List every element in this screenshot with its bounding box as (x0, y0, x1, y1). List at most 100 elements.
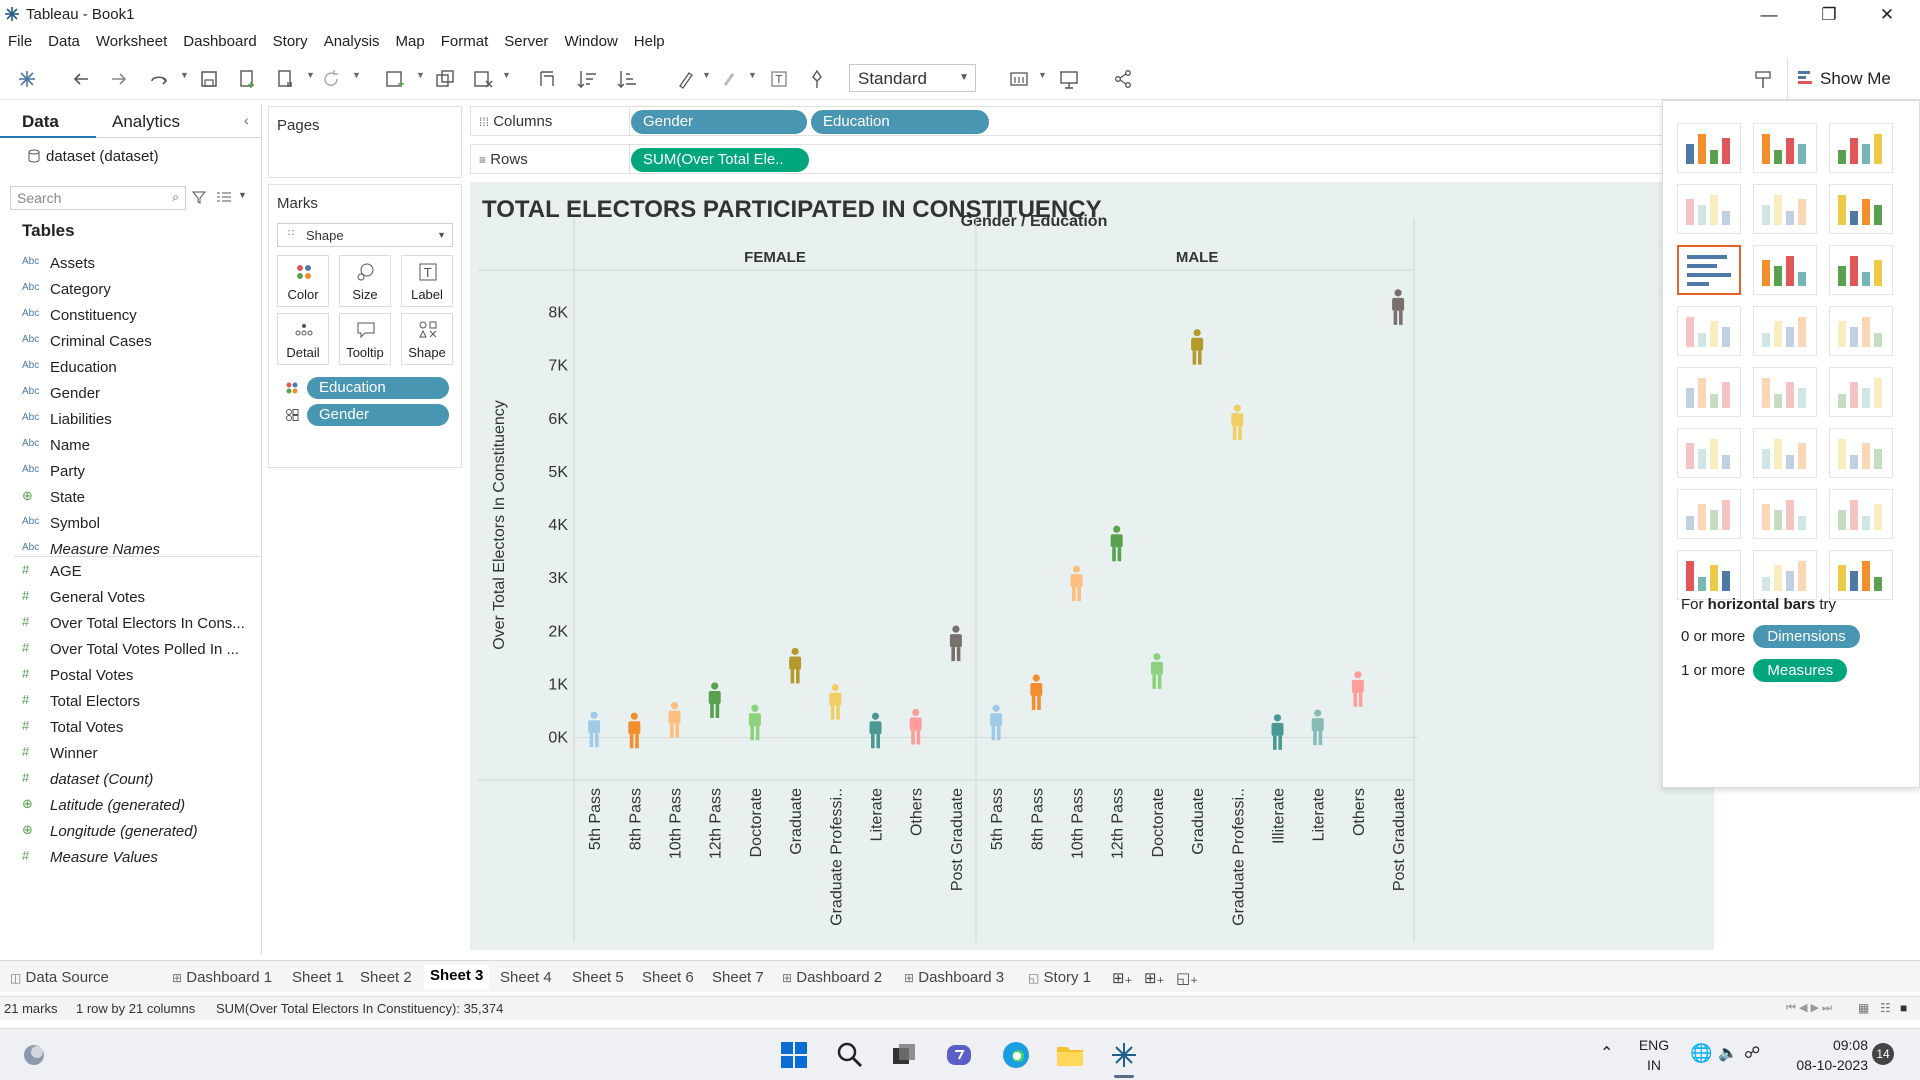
field-age[interactable]: # AGE (0, 562, 260, 582)
person-mark-female-10[interactable] (949, 625, 962, 662)
search-icon[interactable] (834, 1039, 866, 1071)
tab-dashboard-2[interactable]: ⊞ Dashboard 2 (782, 969, 883, 986)
notification-badge[interactable]: 14 (1872, 1043, 1894, 1065)
system-clock[interactable]: 09:08 08-10-2023 (1738, 1035, 1868, 1075)
menu-analysis[interactable]: Analysis (323, 33, 380, 50)
field-general-votes[interactable]: # General Votes (0, 588, 260, 608)
menu-file[interactable]: File (8, 33, 33, 50)
tab-dashboard-3[interactable]: ⊞ Dashboard 3 (904, 969, 1005, 986)
swap-icon[interactable] (536, 68, 558, 90)
size-button[interactable]: Size (339, 255, 391, 307)
tableau-home-icon[interactable] (16, 68, 38, 90)
edge-browser-icon[interactable] (1000, 1039, 1032, 1071)
tab-sheet-4[interactable]: Sheet 4 (500, 969, 552, 986)
tableau-taskbar-icon[interactable] (1108, 1039, 1140, 1071)
menu-server[interactable]: Server (504, 33, 549, 50)
field-name[interactable]: Abc Name (0, 436, 260, 456)
battery-icon[interactable]: ☍ (1744, 1045, 1761, 1062)
person-mark-female-7[interactable] (829, 683, 842, 720)
person-mark-female-4[interactable] (708, 682, 721, 718)
field-state[interactable]: ⊕ State (0, 488, 260, 508)
marks-pill-education[interactable]: Education (307, 377, 449, 399)
show-me-chart-9[interactable] (1829, 245, 1893, 295)
marks-pill-gender[interactable]: Gender (307, 404, 449, 426)
tab-sheet-5[interactable]: Sheet 5 (572, 969, 624, 986)
filter-icon[interactable] (192, 190, 206, 204)
person-mark-female-8[interactable] (869, 712, 882, 749)
person-mark-male-1[interactable] (990, 704, 1003, 741)
person-mark-female-6[interactable] (789, 647, 802, 684)
pages-card[interactable]: Pages (268, 106, 462, 178)
rows-shelf[interactable]: ≡ Rows SUM(Over Total Ele.. (470, 144, 1664, 174)
network-icon[interactable]: 🌐 (1690, 1043, 1713, 1063)
columns-shelf[interactable]: ⁞⁞⁞ Columns Gender Education (470, 106, 1664, 136)
collapse-pane-icon[interactable]: ‹ (244, 112, 249, 128)
tabs-view-icon[interactable]: ■ (1900, 1001, 1908, 1015)
new-dashboard-tab-icon[interactable]: ⊞₊ (1144, 970, 1165, 987)
person-mark-female-5[interactable] (748, 704, 761, 741)
replay-icon[interactable] (148, 68, 170, 90)
highlight-icon[interactable] (674, 68, 696, 90)
show-me-chart-14[interactable] (1753, 367, 1817, 417)
show-me-button[interactable]: Show Me (1787, 58, 1920, 100)
menu-worksheet[interactable]: Worksheet (95, 33, 168, 50)
field-gender[interactable]: Abc Gender (0, 384, 260, 404)
show-me-chart-1[interactable] (1677, 123, 1741, 173)
presentation-mode-icon[interactable] (1058, 68, 1080, 90)
pause-updates-icon[interactable] (274, 68, 296, 90)
person-mark-female-3[interactable] (668, 702, 681, 738)
menu-format[interactable]: Format (440, 33, 489, 50)
windows-start-icon[interactable] (778, 1039, 810, 1071)
person-mark-male-5[interactable] (1150, 653, 1163, 689)
format-painter-icon[interactable] (1752, 68, 1774, 90)
person-mark-male-2[interactable] (1030, 674, 1043, 710)
tab-dashboard-1[interactable]: ⊞ Dashboard 1 (172, 969, 273, 986)
show-me-chart-23[interactable] (1753, 550, 1817, 600)
field-latitude-generated[interactable]: ⊕ Latitude (generated) (0, 796, 260, 816)
field-total-electors[interactable]: # Total Electors (0, 692, 260, 712)
field-party[interactable]: Abc Party (0, 462, 260, 482)
person-mark-male-4[interactable] (1110, 525, 1123, 562)
show-me-chart-17[interactable] (1753, 428, 1817, 478)
datasource-name[interactable]: dataset (dataset) (46, 148, 159, 165)
show-me-chart-4[interactable] (1677, 184, 1741, 234)
person-mark-female-2[interactable] (628, 712, 641, 749)
label-button[interactable]: T Label (401, 255, 453, 307)
field-total-votes[interactable]: # Total Votes (0, 718, 260, 738)
show-me-chart-6[interactable] (1829, 184, 1893, 234)
new-story-tab-icon[interactable]: ◱₊ (1176, 970, 1199, 987)
tab-sheet-3[interactable]: Sheet 3 (424, 965, 490, 989)
person-mark-male-9[interactable] (1311, 709, 1324, 746)
search-input[interactable]: Search ⌕ (10, 186, 186, 210)
field-measure-names[interactable]: Abc Measure Names (0, 540, 260, 560)
show-me-chart-7[interactable] (1677, 245, 1741, 295)
undo-icon[interactable] (70, 68, 92, 90)
field-category[interactable]: Abc Category (0, 280, 260, 300)
field-measure-values[interactable]: # Measure Values (0, 848, 260, 868)
field-longitude-generated[interactable]: ⊕ Longitude (generated) (0, 822, 260, 842)
minimize-button[interactable]: — (1760, 5, 1778, 24)
task-view-icon[interactable] (888, 1039, 920, 1071)
tab-sheet-7[interactable]: Sheet 7 (712, 969, 764, 986)
field-postal-votes[interactable]: # Postal Votes (0, 666, 260, 686)
field-winner[interactable]: # Winner (0, 744, 260, 764)
menu-window[interactable]: Window (564, 33, 618, 50)
show-me-chart-18[interactable] (1829, 428, 1893, 478)
field-liabilities[interactable]: Abc Liabilities (0, 410, 260, 430)
person-mark-female-1[interactable] (588, 711, 601, 748)
detail-button[interactable]: Detail (277, 313, 329, 365)
menu-data[interactable]: Data (48, 33, 80, 50)
show-me-chart-12[interactable] (1829, 306, 1893, 356)
person-mark-female-9[interactable] (909, 708, 922, 745)
tab-sheet-6[interactable]: Sheet 6 (642, 969, 694, 986)
field-constituency[interactable]: Abc Constituency (0, 306, 260, 326)
chart-canvas[interactable]: Gender / Education Over Total Electors In… (470, 182, 1714, 950)
redo-icon[interactable] (108, 68, 130, 90)
field-symbol[interactable]: Abc Symbol (0, 514, 260, 534)
color-button[interactable]: Color (277, 255, 329, 307)
show-me-chart-2[interactable] (1753, 123, 1817, 173)
language-indicator[interactable]: ENG IN (1634, 1035, 1674, 1075)
menu-help[interactable]: Help (633, 33, 665, 50)
restore-button[interactable]: ❐ (1821, 5, 1837, 24)
person-mark-male-11[interactable] (1392, 289, 1405, 325)
